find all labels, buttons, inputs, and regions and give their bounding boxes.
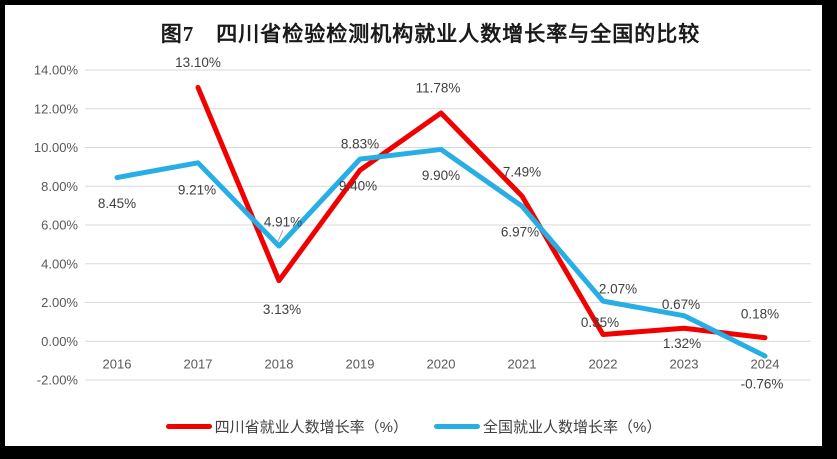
x-axis-tick-label: 2020 [427, 357, 456, 372]
legend-item-0: 四川省就业人数增长率（%） [165, 416, 408, 437]
data-label: 2.07% [599, 282, 637, 297]
data-label: 8.45% [98, 196, 136, 211]
data-label: 6.97% [501, 225, 539, 240]
x-axis-tick-label: 2018 [265, 357, 294, 372]
y-axis-tick-label: 10.00% [34, 140, 79, 155]
y-axis-tick-label: 8.00% [41, 179, 78, 194]
data-label: 1.32% [663, 336, 701, 351]
data-label: 0.35% [581, 315, 619, 330]
legend-marker-0 [165, 423, 212, 429]
x-axis-tick-label: 2021 [508, 357, 537, 372]
data-label: 9.90% [422, 168, 460, 183]
data-label: 13.10% [175, 55, 221, 70]
data-label: 9.21% [178, 182, 216, 197]
data-label: 9.40% [339, 179, 377, 194]
data-label: 0.67% [662, 297, 700, 312]
x-axis-tick-label: 2019 [346, 357, 375, 372]
data-label: 8.83% [341, 137, 379, 152]
data-label: 0.18% [741, 306, 779, 321]
x-axis-tick-label: 2016 [103, 357, 132, 372]
legend-item-1: 全国就业人数增长率（%） [434, 416, 661, 437]
chart-title: 图7 四川省检验检测机构就业人数增长率与全国的比较 [160, 22, 701, 46]
chart-plot: 14.00% 12.00% 10.00% 8.00% 6.00% 4.00% 2.00% 0.… [34, 55, 811, 391]
y-axis-tick-label: -2.00% [37, 373, 79, 388]
data-label: -0.76% [741, 376, 784, 391]
y-axis-tick-label: 12.00% [34, 101, 79, 116]
x-axis-tick-label: 2022 [589, 357, 618, 372]
y-axis-tick-label: 6.00% [41, 218, 78, 233]
chart-legend: 四川省就业人数增长率（%） 全国就业人数增长率（%） [5, 411, 822, 441]
label-leader-line [277, 229, 284, 242]
data-label: 7.49% [503, 165, 541, 180]
y-axis-tick-label: 0.00% [41, 334, 78, 349]
y-axis-tick-label: 2.00% [41, 295, 78, 310]
legend-label-0: 四川省就业人数增长率（%） [214, 418, 408, 436]
x-axis-tick-label: 2017 [184, 357, 213, 372]
y-axis-tick-label: 14.00% [34, 63, 79, 78]
series-line-0 [195, 84, 768, 341]
data-label: 11.78% [416, 81, 461, 96]
series-line-1 [114, 146, 768, 359]
x-axis-tick-label: 2024 [751, 357, 780, 372]
legend-label-1: 全国就业人数增长率（%） [483, 418, 662, 436]
data-label: 4.91% [264, 215, 302, 230]
x-axis-tick-label: 2023 [670, 357, 699, 372]
legend-marker-1 [434, 423, 480, 429]
y-axis-tick-label: 4.00% [41, 256, 78, 271]
chart-container: 图7 四川省检验检测机构就业人数增长率与全国的比较 14.00% 12.00% 10… [5, 5, 822, 446]
data-label: 3.13% [263, 302, 301, 317]
